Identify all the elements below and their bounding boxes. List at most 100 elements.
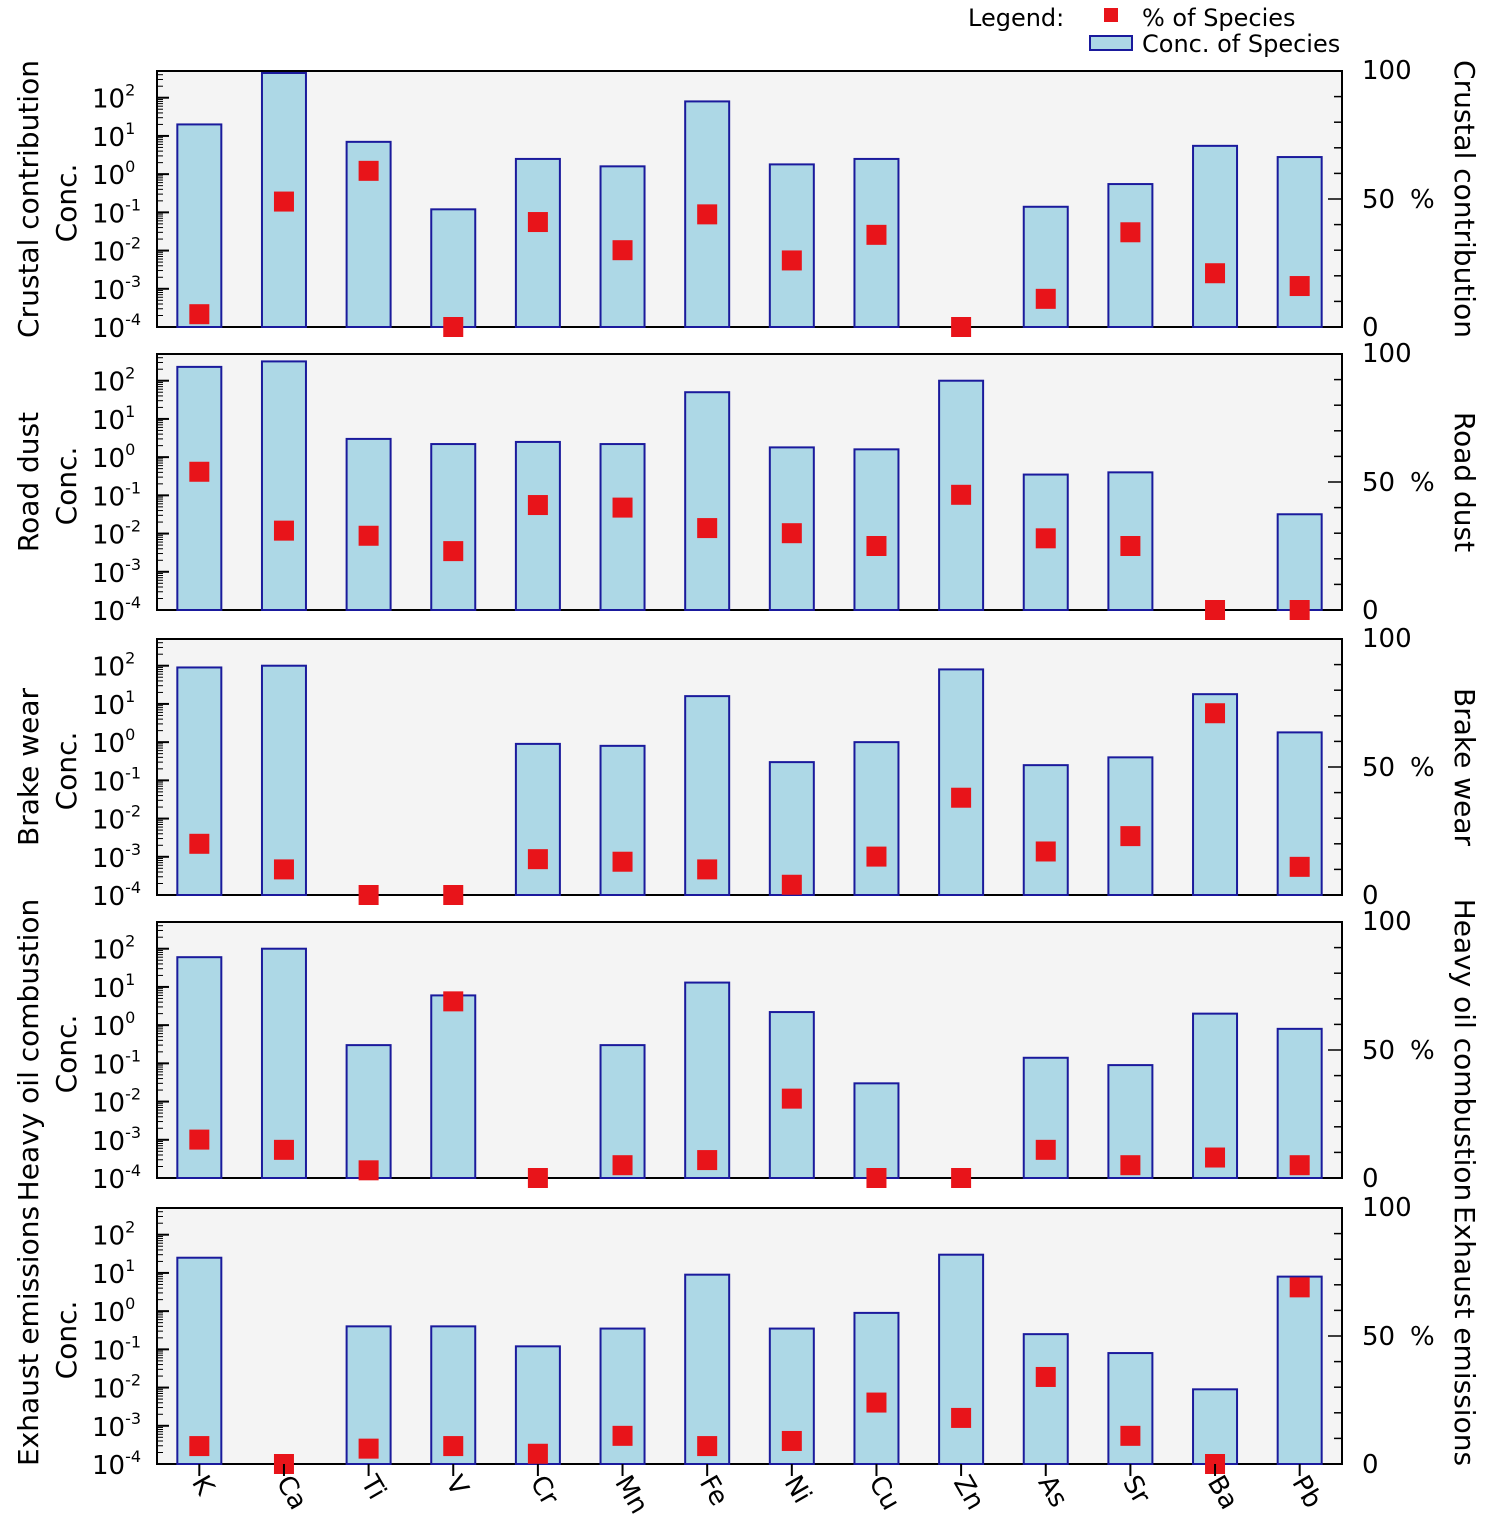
tick-base: 10: [92, 521, 125, 551]
plot-area: [156, 353, 1343, 611]
percent-marker-mn: [612, 1155, 633, 1176]
left-tick-label: 100: [92, 157, 135, 191]
tick-base: 10: [92, 936, 125, 966]
plot-area: [156, 1207, 1343, 1465]
tick-exponent: -2: [125, 234, 141, 253]
tick-exponent: 2: [125, 81, 135, 100]
tick-exponent: -4: [125, 1161, 141, 1180]
panel-ylabel: Conc.: [50, 732, 83, 811]
bar-cr: [514, 440, 561, 611]
tick-base: 10: [92, 482, 125, 512]
bar-cu: [853, 1082, 900, 1180]
left-tick-label: 10-4: [92, 1161, 141, 1195]
category-label-fe: Fe: [693, 1471, 734, 1512]
percent-marker-k: [189, 1129, 210, 1150]
legend-marker-label: % of Species: [1142, 4, 1296, 32]
bar-v: [430, 208, 477, 328]
percent-marker-ni: [781, 1430, 802, 1451]
tick-base: 10: [92, 653, 125, 683]
legend-marker-swatch: [1104, 8, 1118, 22]
tick-exponent: -2: [125, 1371, 141, 1390]
percent-marker-ni: [781, 250, 802, 271]
percent-marker-zn: [951, 1168, 972, 1188]
percent-marker-ni: [781, 874, 802, 895]
plot-area: [156, 70, 1343, 328]
bar-ca: [260, 664, 307, 896]
tick-exponent: 1: [125, 970, 135, 989]
percent-marker-v: [443, 1436, 464, 1457]
category-label-ca: Ca: [270, 1471, 313, 1516]
bar-ti: [345, 1325, 392, 1466]
percent-marker-mn: [612, 851, 633, 872]
right-tick-label: 0: [1362, 881, 1379, 911]
percent-marker-fe: [697, 1436, 718, 1457]
bar-pb: [1276, 1027, 1323, 1180]
percent-marker-sr: [1120, 1425, 1141, 1446]
tick-base: 10: [92, 161, 125, 191]
percent-marker-cr: [527, 1168, 548, 1188]
legend-bar-swatch: [1089, 35, 1133, 51]
percent-marker-cu: [866, 846, 887, 867]
tick-exponent: -4: [125, 593, 141, 612]
bar-ni: [768, 761, 815, 896]
percent-marker-v: [443, 885, 464, 905]
category-label-cr: Cr: [524, 1471, 565, 1511]
percent-marker-k: [189, 1436, 210, 1457]
category-label-zn: Zn: [947, 1471, 990, 1516]
percent-marker-k: [189, 461, 210, 482]
percent-marker-zn: [951, 1407, 972, 1428]
percent-marker-ca: [273, 1139, 294, 1160]
tick-exponent: -2: [125, 802, 141, 821]
bar-fe: [684, 391, 731, 612]
percent-marker-fe: [697, 518, 718, 539]
right-axis-unit: %: [1410, 1322, 1435, 1352]
bar-as: [1022, 1056, 1069, 1179]
percent-marker-as: [1035, 528, 1056, 549]
panel-ylabel: Conc.: [50, 1301, 83, 1380]
bar-v: [430, 994, 477, 1179]
bar-zn: [938, 668, 985, 897]
right-tick-label: 50: [1362, 1322, 1395, 1352]
tick-exponent: 1: [125, 687, 135, 706]
percent-marker-pb: [1289, 1155, 1310, 1176]
bar-cu: [853, 448, 900, 611]
tick-exponent: -1: [125, 763, 141, 782]
tick-exponent: -1: [125, 1332, 141, 1351]
tick-base: 10: [92, 1127, 125, 1157]
tick-exponent: 0: [125, 440, 135, 459]
left-tick-label: 101: [92, 687, 135, 721]
percent-marker-mn: [612, 240, 633, 261]
bar-ti: [345, 1044, 392, 1180]
percent-marker-pb: [1289, 1277, 1310, 1298]
category-label-sr: Sr: [1116, 1471, 1156, 1510]
percent-marker-sr: [1120, 536, 1141, 556]
bar-fe: [684, 695, 731, 896]
plot-area: [156, 921, 1343, 1179]
panel-name-left: Heavy oil combustion: [12, 899, 45, 1202]
percent-marker-zn: [951, 317, 972, 337]
bar-ca: [260, 947, 307, 1179]
right-tick-label: 50: [1362, 185, 1395, 215]
left-tick-label: 10-1: [92, 195, 141, 229]
percent-marker-sr: [1120, 222, 1141, 243]
bar-ba: [1192, 693, 1239, 896]
tick-base: 10: [92, 597, 125, 627]
percent-marker-as: [1035, 1139, 1056, 1160]
tick-exponent: -1: [125, 478, 141, 497]
category-label-mn: Mn: [608, 1471, 653, 1520]
percent-marker-k: [189, 833, 210, 854]
tick-base: 10: [92, 444, 125, 474]
percent-marker-ca: [273, 859, 294, 880]
panel-exhaust-emissions: 10210110010-110-210-310-4100500%Exhaust …: [12, 1193, 1481, 1481]
tick-exponent: -3: [125, 1409, 141, 1428]
category-label-k: K: [185, 1471, 220, 1502]
right-axis-unit: %: [1410, 468, 1435, 498]
percent-marker-ni: [781, 523, 802, 544]
left-tick-label: 100: [92, 1008, 135, 1042]
bar-ca: [260, 360, 307, 611]
category-label-as: As: [1032, 1471, 1074, 1513]
panels: 10210110010-110-210-310-4100500%Crustal …: [12, 56, 1481, 1481]
category-label-ti: Ti: [354, 1470, 392, 1505]
panel-name-right: Crustal contribution: [1448, 60, 1481, 338]
